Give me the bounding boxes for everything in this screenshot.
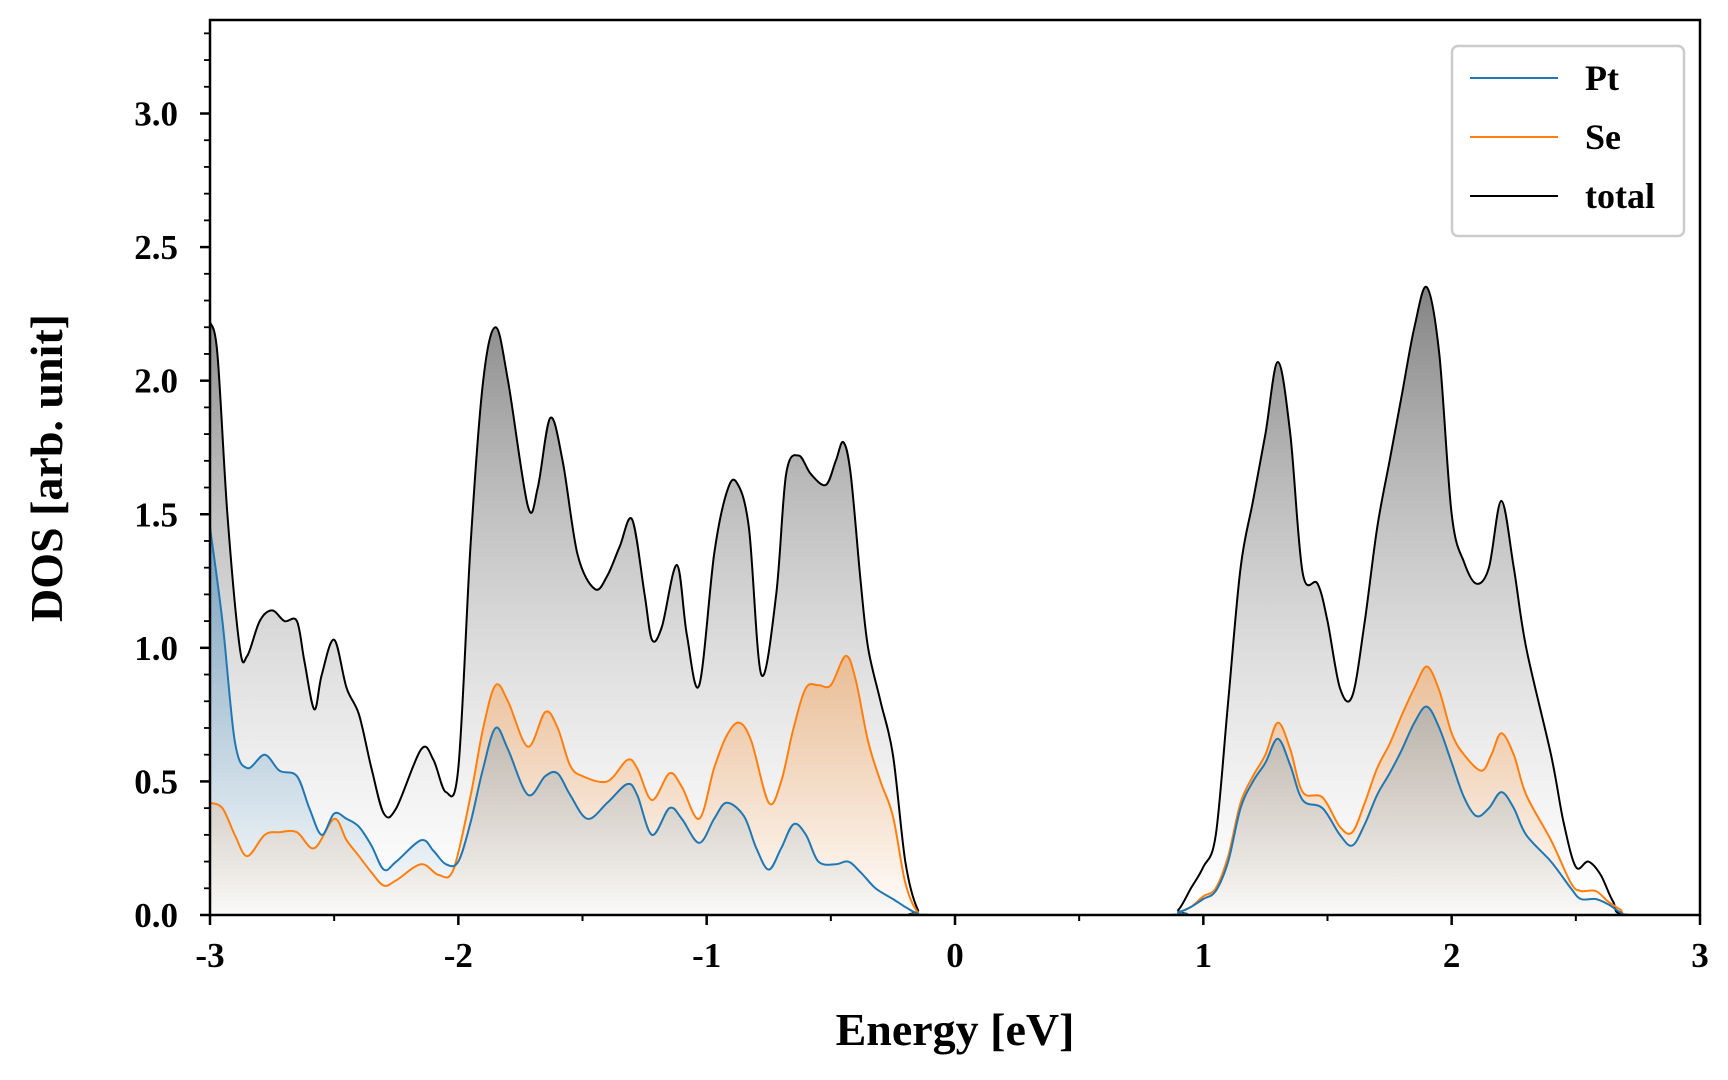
y-axis-title: DOS [arb. unit] (21, 314, 72, 622)
x-axis: -3 -2 -1 0 1 2 3 (195, 915, 1709, 975)
y-tick-label: 1.0 (134, 629, 178, 668)
legend-label-total: total (1585, 176, 1655, 216)
fill-total (210, 286, 1700, 915)
x-axis-title: Energy [eV] (836, 1004, 1075, 1055)
legend-label-pt: Pt (1585, 58, 1619, 98)
y-tick-label: 0.5 (134, 762, 178, 801)
x-tick-label: -2 (444, 936, 473, 975)
fill-pt (210, 527, 1700, 915)
legend-label-se: Se (1585, 117, 1621, 157)
y-axis: 0.0 0.5 1.0 1.5 2.0 2.5 3.0 (134, 32, 210, 935)
y-tick-label: 2.0 (134, 362, 178, 401)
y-tick-label: 0.0 (134, 896, 178, 935)
legend: Pt Se total (1450, 44, 1686, 238)
x-tick-label: 3 (1691, 936, 1709, 975)
series-lines (210, 285, 1700, 915)
y-tick-label: 1.5 (134, 495, 178, 534)
x-tick-label: -3 (195, 936, 224, 975)
x-tick-label: 2 (1443, 936, 1461, 975)
x-tick-label: -1 (692, 936, 721, 975)
series-line-se (210, 654, 1700, 915)
legend-box (1450, 44, 1686, 238)
series-line-total (210, 285, 1700, 915)
y-tick-label: 2.5 (134, 228, 178, 267)
x-tick-label: 0 (946, 936, 964, 975)
area-fills (210, 286, 1700, 915)
y-tick-label: 3.0 (134, 95, 178, 134)
x-tick-label: 1 (1195, 936, 1213, 975)
series-line-pt (210, 527, 1700, 915)
